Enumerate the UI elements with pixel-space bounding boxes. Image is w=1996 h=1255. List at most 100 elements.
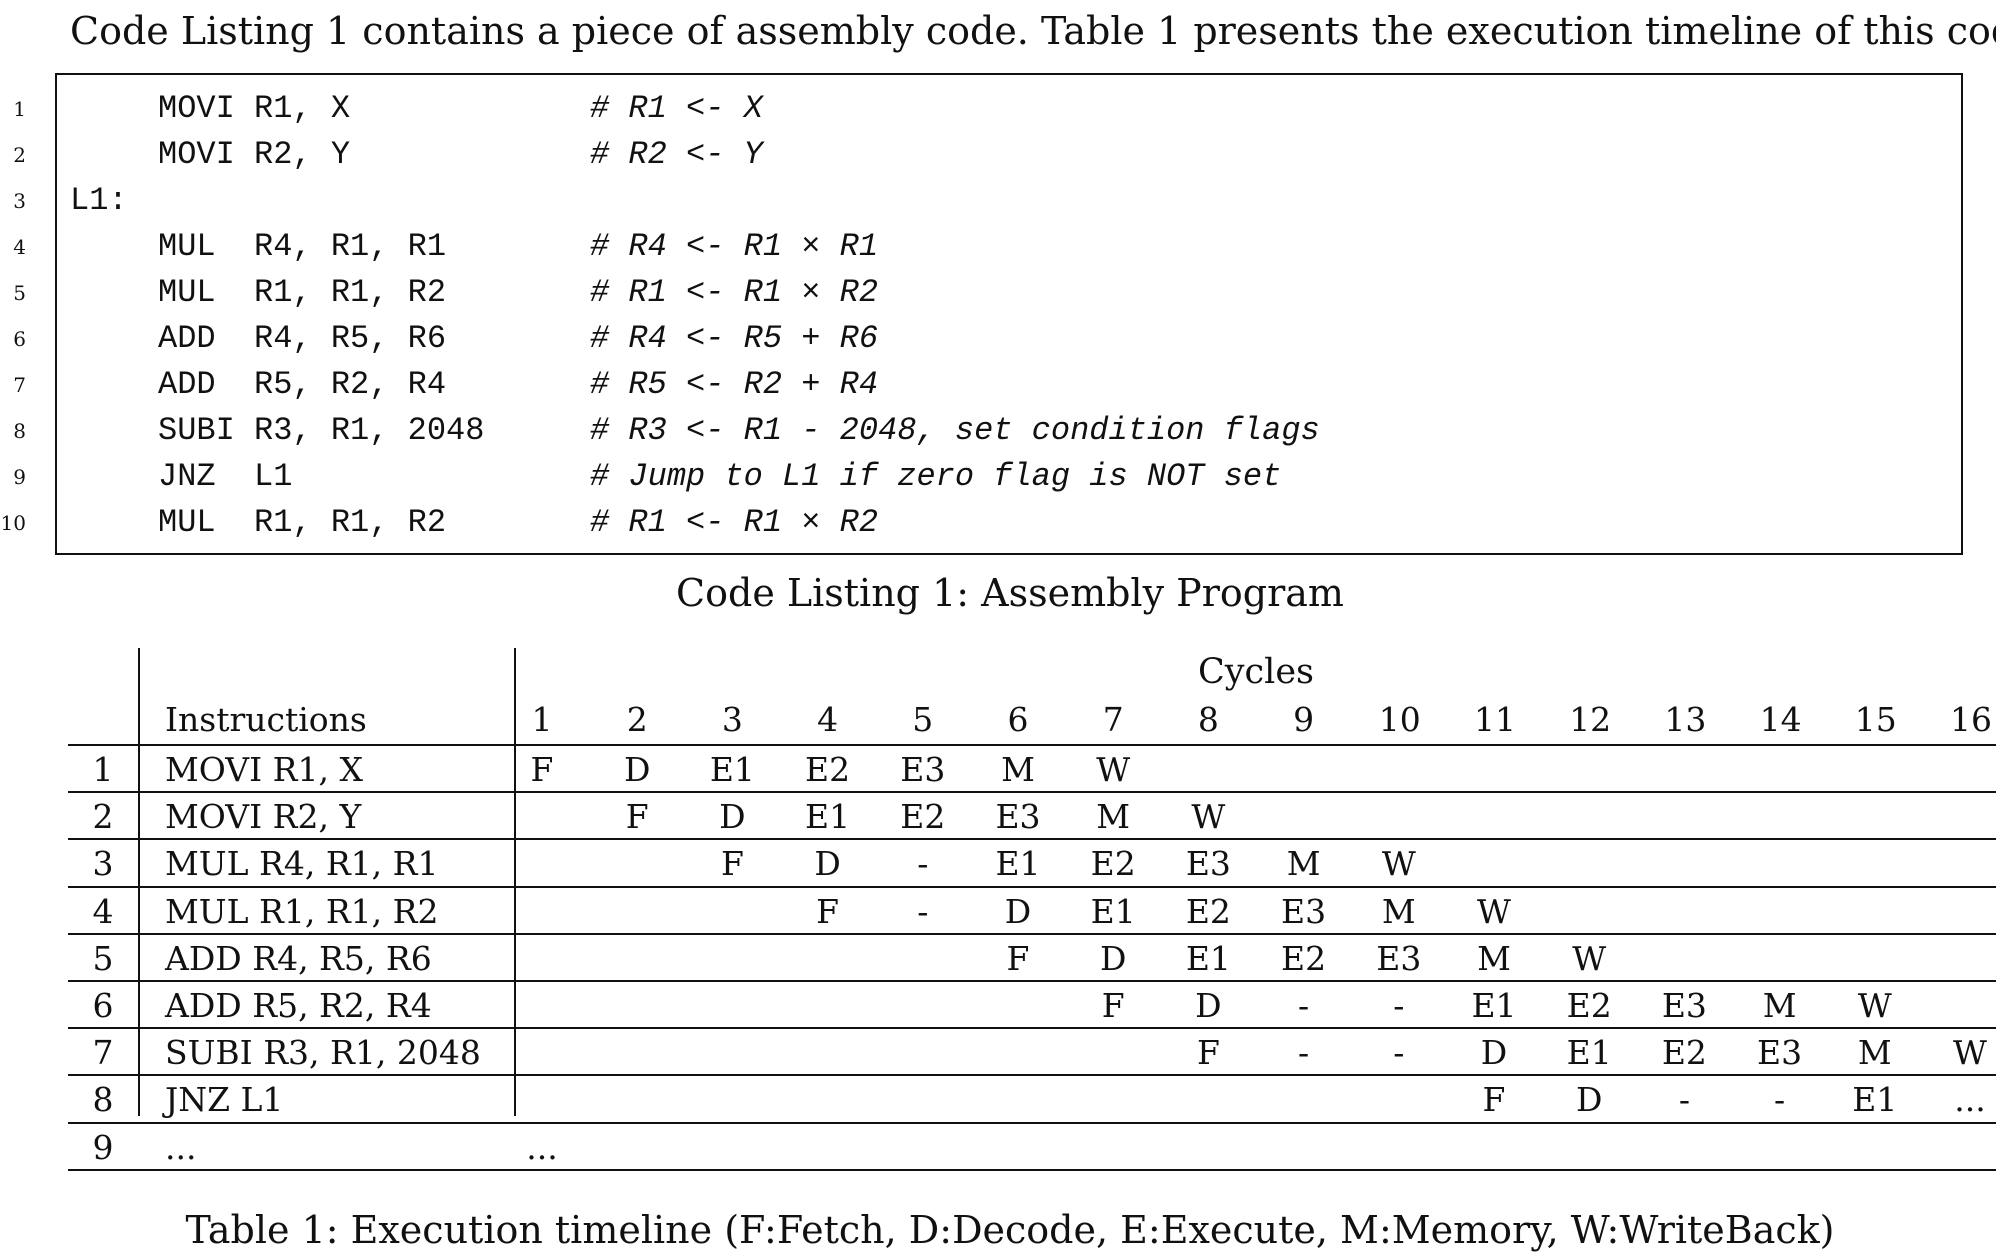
timeline-caption: Table 1: Execution timeline (F:Fetch, D:…	[185, 1208, 1835, 1252]
code-comment: # R4 <- R5 + R6	[590, 320, 879, 357]
code-line: 1 MOVI R1, X # R1 <- X	[0, 86, 1996, 132]
row-index: 7	[92, 1033, 114, 1073]
code-comment: # R3 <- R1 - 2048, set condition flags	[590, 412, 1320, 449]
stage-cell: E1	[1185, 938, 1231, 978]
code-line-number: 8	[13, 419, 26, 443]
stage-cell: D	[1195, 986, 1222, 1025]
code-instruction: ADD R5, R2, R4	[158, 366, 447, 403]
table-divider-instructions	[514, 648, 516, 1116]
stage-cell: F	[816, 891, 840, 931]
cycle-number: 13	[1664, 700, 1707, 739]
stage-cell: E1	[1090, 891, 1136, 931]
row-instruction: ADD R5, R2, R4	[165, 986, 432, 1025]
code-label: L1:	[70, 182, 128, 219]
stage-cell: -	[1774, 1080, 1786, 1120]
stage-cell: E2	[805, 750, 851, 789]
stage-cell: W	[1096, 750, 1131, 789]
cycle-number: 1	[531, 700, 553, 739]
code-instruction: JNZ L1	[158, 458, 293, 495]
intro-text: Code Listing 1 contains a piece of assem…	[70, 9, 1996, 53]
code-line: 10 MUL R1, R1, R2 # R1 <- R1 × R2	[0, 500, 1996, 546]
stage-cell: D	[1575, 1080, 1603, 1120]
row-instruction: SUBI R3, R1, 2048	[165, 1033, 481, 1073]
row-instruction: ADD R4, R5, R6	[165, 938, 432, 978]
stage-cell: M	[1857, 1033, 1892, 1073]
stage-cell: E3	[1661, 986, 1707, 1025]
stage-cell: E1	[1566, 1033, 1612, 1073]
stage-cell: F	[625, 797, 649, 837]
cycle-number: 8	[1197, 700, 1219, 739]
stage-cell: -	[1298, 1033, 1310, 1073]
stage-cell: W	[1953, 1033, 1987, 1073]
table-row-rule	[68, 791, 1996, 794]
stage-cell: W	[1477, 891, 1511, 931]
stage-cell: F	[1196, 1033, 1220, 1073]
code-comment: # R1 <- X	[590, 90, 763, 127]
code-line-number: 4	[13, 235, 26, 259]
code-instruction: MOVI R1, X	[158, 90, 351, 127]
stage-cell: E3	[1281, 891, 1327, 931]
cycle-number: 6	[1007, 700, 1029, 739]
code-line: 9 JNZ L1 # Jump to L1 if zero flag is NOT …	[0, 454, 1996, 500]
row-index: 5	[92, 938, 114, 978]
execution-timeline-table: Cycles Instructions 1 2 3 4 5 6 7 8 9 10 11 12 13 14 15…	[68, 648, 1996, 1171]
stage-cell: -	[917, 891, 929, 931]
table-row-rule	[68, 1027, 1996, 1030]
stage-cell: E1	[995, 844, 1041, 884]
cycle-number: 10	[1378, 700, 1421, 739]
code-line: 3 L1:	[0, 178, 1996, 224]
stage-cell: F	[1006, 938, 1030, 978]
row-index: 1	[92, 750, 114, 789]
stage-cell: E3	[995, 797, 1041, 837]
code-line-number: 5	[13, 281, 26, 305]
code-line-number: 2	[13, 143, 26, 167]
table-header-rule	[68, 744, 1996, 746]
stage-cell: E3	[1185, 844, 1231, 884]
code-line-number: 3	[13, 189, 26, 213]
code-line-number: 10	[0, 511, 26, 535]
stage-cell: W	[1381, 844, 1416, 884]
stage-cell: D	[1480, 1033, 1508, 1073]
row-index: 9	[92, 1127, 114, 1167]
code-line: 7 ADD R5, R2, R4 # R5 <- R2 + R4	[0, 362, 1996, 408]
code-line: 4 MUL R4, R1, R1 # R4 <- R1 × R1	[0, 224, 1996, 270]
code-line-number: 6	[13, 327, 26, 351]
stage-cell: D	[1099, 938, 1127, 978]
stage-cell: -	[1678, 1080, 1690, 1120]
cycle-number: 2	[626, 700, 648, 739]
code-line: 6 ADD R4, R5, R6 # R4 <- R5 + R6	[0, 316, 1996, 362]
code-comment: # R1 <- R1 × R2	[590, 274, 879, 311]
code-line-number: 7	[13, 373, 26, 397]
table-row-rule	[68, 885, 1996, 888]
row-index: 2	[92, 797, 114, 837]
stage-cell: W	[1857, 986, 1892, 1025]
code-line-number: 9	[13, 465, 26, 489]
cycle-number: 15	[1854, 700, 1897, 739]
stage-cell: E2	[900, 797, 946, 837]
row-index: 8	[92, 1080, 114, 1120]
row-instruction: JNZ L1	[165, 1080, 284, 1120]
code-comment: # R5 <- R2 + R4	[590, 366, 879, 403]
code-comment: # R4 <- R1 × R1	[590, 228, 879, 265]
stage-cell: E2	[1281, 938, 1327, 978]
code-instruction: ADD R4, R5, R6	[158, 320, 447, 357]
stage-cell: E2	[1090, 844, 1136, 884]
table-row-rule	[68, 838, 1996, 841]
stage-cell: F	[720, 844, 744, 884]
code-instruction: MUL R1, R1, R2	[158, 504, 447, 541]
cycle-number: 16	[1950, 700, 1992, 739]
stage-cell: M	[1286, 844, 1321, 884]
stage-cell: M	[1001, 750, 1035, 789]
code-instruction: MUL R1, R1, R2	[158, 274, 447, 311]
stage-cell: ...	[526, 1127, 558, 1167]
cycle-number: 11	[1474, 700, 1516, 739]
cycle-number: 3	[721, 700, 743, 739]
table-divider-index	[138, 648, 140, 1116]
row-instruction: ...	[165, 1127, 197, 1167]
row-instruction: MOVI R1, X	[165, 750, 363, 789]
code-listing-box	[55, 73, 1963, 555]
code-instruction: MOVI R2, Y	[158, 136, 351, 173]
code-line-number: 1	[13, 97, 26, 121]
code-instruction: MUL R4, R1, R1	[158, 228, 447, 265]
stage-cell: E1	[1852, 1080, 1898, 1120]
